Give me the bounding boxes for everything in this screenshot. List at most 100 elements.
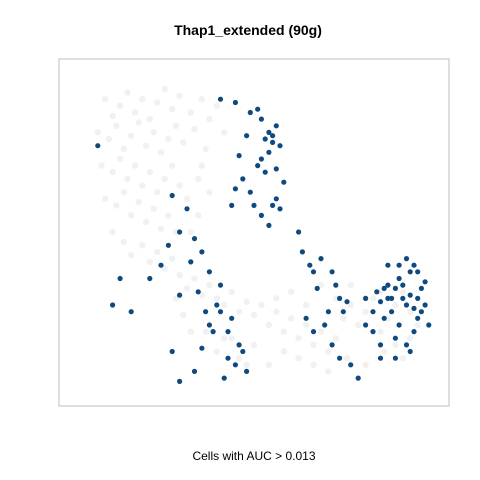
highlighted-cell-point [277, 143, 283, 149]
background-cell-point [176, 92, 183, 100]
highlighted-cell-point [110, 302, 116, 308]
highlighted-cell-point [392, 355, 398, 361]
highlighted-cell-point [363, 295, 369, 301]
background-cell-point [113, 122, 120, 129]
background-cell-point [198, 291, 206, 299]
highlighted-cell-point [392, 285, 398, 291]
highlighted-cell-point [415, 295, 421, 301]
highlighted-cell-point [310, 269, 317, 275]
highlighted-cell-point [266, 129, 272, 135]
background-cell-point [317, 328, 325, 335]
highlighted-cell-point [117, 275, 123, 282]
background-cell-point [139, 182, 146, 189]
background-cell-point [191, 125, 198, 133]
background-cell-point [381, 348, 388, 355]
background-cell-point [187, 228, 194, 236]
highlighted-cell-point [169, 192, 175, 199]
highlighted-cell-point [337, 295, 343, 301]
background-cell-point [157, 149, 165, 156]
background-cell-point [202, 145, 209, 153]
background-cell-point [161, 86, 168, 93]
highlighted-cell-point [165, 242, 171, 248]
highlighted-cell-point [310, 329, 317, 335]
highlighted-cell-point [396, 262, 402, 268]
highlighted-cell-point [277, 206, 283, 212]
highlighted-cell-point [392, 335, 398, 341]
background-cell-point [150, 205, 157, 212]
highlighted-cell-point [415, 269, 421, 275]
background-cell-point [407, 308, 414, 315]
highlighted-cell-point [247, 189, 253, 195]
highlighted-cell-point [344, 299, 350, 305]
highlighted-cell-point [407, 348, 413, 355]
highlighted-cell-point [273, 196, 279, 202]
highlighted-cell-point [389, 295, 395, 301]
highlighted-cell-point [385, 262, 391, 268]
highlighted-cell-point [270, 133, 276, 139]
background-cell-point [146, 258, 153, 266]
background-cell-point [221, 301, 228, 309]
background-cell-point [295, 335, 302, 342]
highlighted-cell-point [240, 348, 246, 355]
background-cell-point [191, 275, 198, 282]
background-cell-point [120, 238, 128, 246]
highlighted-cell-point [206, 269, 212, 275]
highlighted-cell-point [247, 109, 253, 116]
background-cell-point [102, 195, 109, 202]
highlighted-cell-point [403, 256, 410, 262]
highlighted-cell-point [337, 355, 343, 361]
background-cell-point [325, 348, 332, 355]
highlighted-cell-point [296, 229, 302, 235]
highlighted-cell-point [258, 116, 264, 122]
background-cell-point [243, 298, 250, 305]
background-cell-point [169, 106, 176, 113]
background-cell-point [377, 288, 384, 295]
highlighted-cell-point [244, 368, 250, 374]
background-cell-point [221, 335, 228, 342]
background-cell-point [165, 212, 172, 219]
highlighted-cell-point [389, 309, 395, 315]
background-cell-point [317, 281, 325, 289]
background-cell-point [302, 301, 310, 309]
background-cell-point [258, 301, 265, 309]
highlighted-cell-point [270, 139, 276, 145]
highlighted-cell-point [262, 169, 268, 175]
background-cell-point [120, 189, 128, 196]
background-cell-point [310, 361, 317, 368]
highlighted-cell-point [325, 309, 331, 315]
background-cell-point [206, 115, 213, 123]
highlighted-cell-point [403, 302, 410, 308]
highlighted-cell-point [217, 309, 224, 315]
background-cell-point [150, 129, 157, 136]
background-cell-point [343, 355, 351, 362]
background-cell-point [377, 328, 384, 335]
background-cell-point [399, 288, 406, 295]
background-cell-point [187, 109, 194, 116]
highlighted-cell-point [400, 282, 406, 288]
background-cell-point [135, 198, 142, 206]
highlighted-cell-point [177, 229, 183, 235]
highlighted-cell-point [385, 295, 391, 301]
background-cell-point [295, 355, 302, 362]
highlighted-cell-point [188, 259, 194, 265]
highlighted-cell-point [374, 289, 380, 295]
background-cell-point [243, 361, 250, 368]
highlighted-cell-point [333, 282, 339, 288]
highlighted-cell-point [329, 269, 335, 275]
background-cell-point [265, 321, 273, 329]
highlighted-cell-point [407, 292, 413, 298]
background-cell-point [340, 315, 347, 322]
background-cell-point [213, 102, 220, 110]
background-cell-point [109, 228, 116, 236]
background-cell-point [124, 175, 131, 183]
highlighted-cell-point [377, 299, 384, 305]
highlighted-cell-point [177, 292, 183, 298]
highlighted-cell-point [232, 362, 238, 368]
highlighted-cell-point [411, 329, 417, 335]
background-cell-point [384, 315, 392, 322]
background-cell-point [228, 288, 235, 295]
background-cell-point [180, 311, 187, 319]
background-cell-point [161, 175, 168, 183]
highlighted-cell-point [191, 368, 198, 374]
background-cell-point [392, 301, 399, 309]
